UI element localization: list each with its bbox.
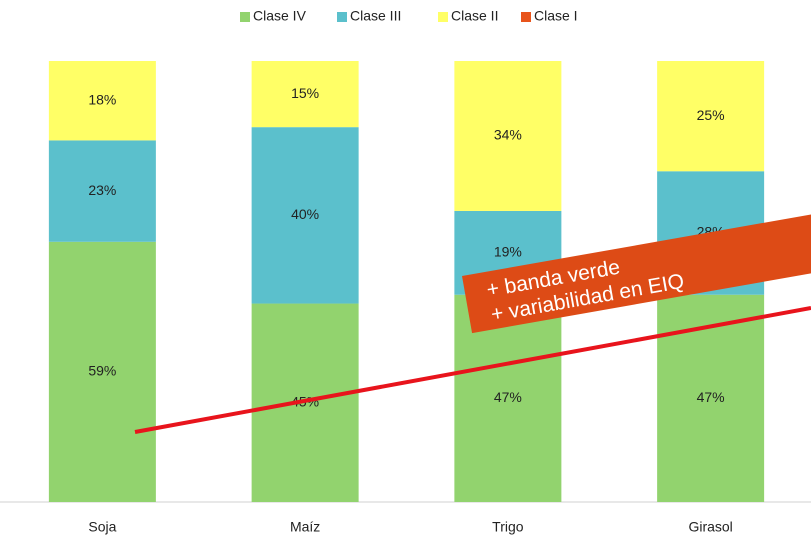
bar-segment xyxy=(657,61,765,172)
data-label: 15% xyxy=(291,85,319,101)
legend-swatch xyxy=(240,12,250,22)
bar-segment xyxy=(251,127,359,304)
legend-label: Clase IV xyxy=(253,8,307,24)
data-label: 18% xyxy=(88,91,116,107)
legend-label: Clase III xyxy=(350,8,401,24)
x-tick-label: Girasol xyxy=(688,519,732,535)
legend-swatch xyxy=(521,12,531,22)
data-label: 40% xyxy=(291,206,319,222)
data-label: 47% xyxy=(494,389,522,405)
bar-segment xyxy=(251,61,359,128)
bar-segment xyxy=(48,241,156,502)
bar-segment xyxy=(48,140,156,242)
data-label: 34% xyxy=(494,127,522,143)
x-tick-label: Soja xyxy=(88,519,116,535)
legend-item: Clase I xyxy=(521,8,578,24)
legend-swatch xyxy=(337,12,347,22)
data-label: 25% xyxy=(697,107,725,123)
data-label: 23% xyxy=(88,182,116,198)
data-label: 19% xyxy=(494,244,522,260)
legend-label: Clase I xyxy=(534,8,578,24)
annotation-box xyxy=(462,206,811,334)
bar-segment xyxy=(657,294,765,502)
legend-swatch xyxy=(438,12,448,22)
legend-item: Clase II xyxy=(438,8,498,24)
x-tick-label: Trigo xyxy=(492,519,524,535)
x-tick-label: Maíz xyxy=(290,519,320,535)
annotation-line xyxy=(134,306,811,434)
legend-item: Clase III xyxy=(337,8,401,24)
bar-segment xyxy=(48,61,156,141)
data-label: 47% xyxy=(697,389,725,405)
bar-segment xyxy=(454,61,562,211)
data-label: 59% xyxy=(88,363,116,379)
legend-item: Clase IV xyxy=(240,8,307,24)
legend-label: Clase II xyxy=(451,8,498,24)
